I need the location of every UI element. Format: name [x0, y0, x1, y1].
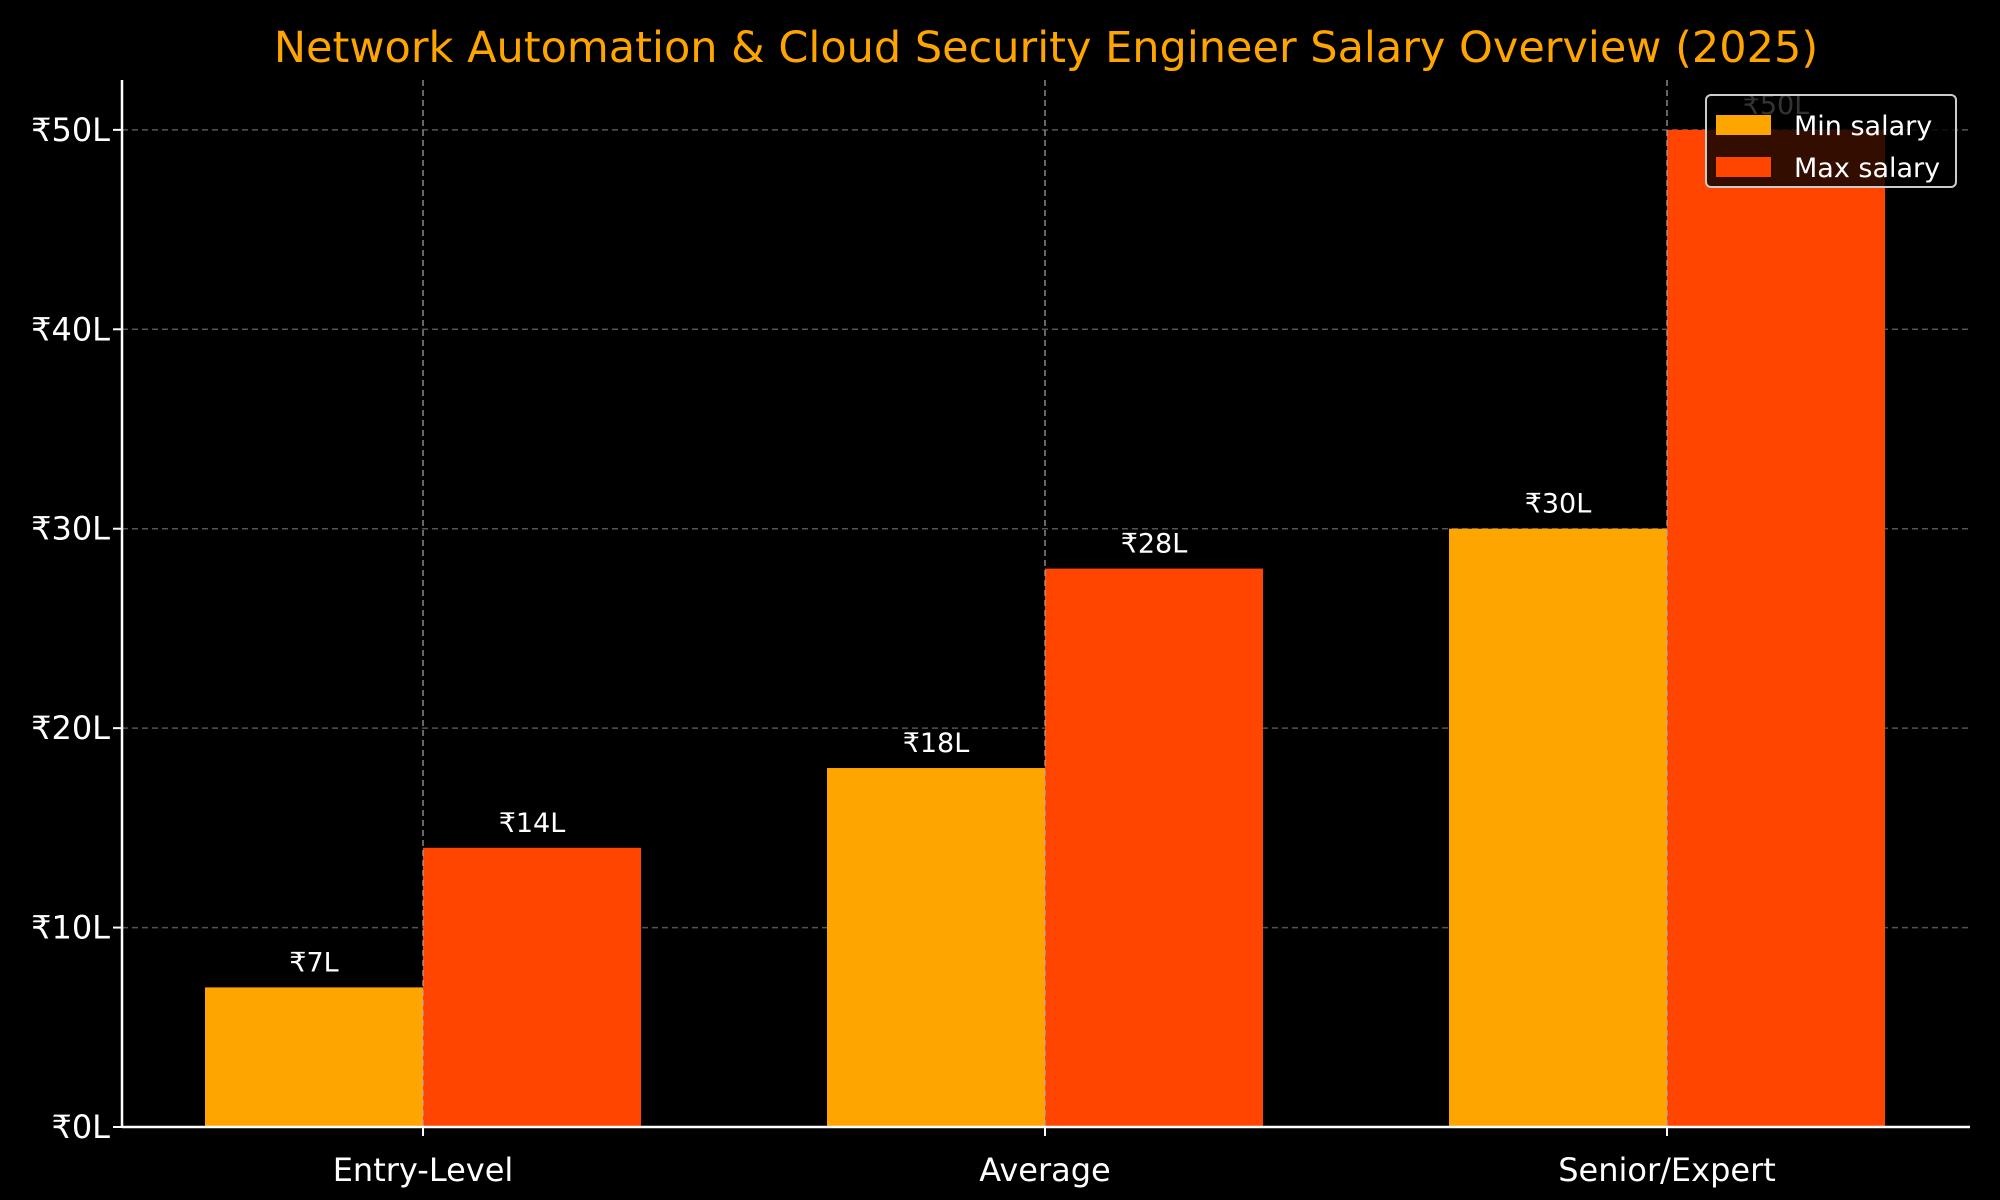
- bar-max-salary: [423, 847, 641, 1127]
- y-tick-label: ₹30L: [31, 510, 110, 548]
- legend-label: Min salary: [1794, 111, 1932, 142]
- bar-min-salary: [205, 987, 423, 1127]
- y-tick-label: ₹10L: [31, 909, 110, 947]
- legend-swatch-max-salary: [1716, 157, 1771, 177]
- y-tick-label: ₹0L: [51, 1108, 110, 1146]
- bar-min-salary: [827, 768, 1045, 1127]
- bars: [205, 129, 1885, 1127]
- chart-title: Network Automation & Cloud Security Engi…: [274, 23, 1818, 73]
- x-tick-label: Senior/Expert: [1558, 1151, 1776, 1189]
- legend: Min salary Max salary: [1705, 94, 1957, 188]
- legend-swatch-min-salary: [1716, 115, 1771, 135]
- data-label: ₹28L: [1121, 529, 1188, 560]
- y-tick-label: ₹50L: [31, 111, 110, 149]
- bar-max-salary: [1667, 129, 1885, 1127]
- axes: ₹0L ₹10L ₹20L ₹30L ₹40L ₹50L Entry-Level Averag…: [31, 80, 1970, 1189]
- data-label: ₹18L: [903, 728, 970, 759]
- data-label: ₹14L: [499, 808, 566, 839]
- vertical-grid: [422, 80, 1668, 1127]
- data-label: ₹30L: [1525, 489, 1592, 520]
- y-tick-label: ₹20L: [31, 709, 110, 747]
- x-tick-label: Entry-Level: [333, 1151, 514, 1189]
- bar-max-salary: [1045, 568, 1263, 1127]
- y-tick-label: ₹40L: [31, 310, 110, 348]
- x-tick-label: Average: [979, 1151, 1110, 1189]
- data-label: ₹7L: [289, 947, 338, 978]
- bar-min-salary: [1449, 528, 1667, 1127]
- legend-label: Max salary: [1794, 153, 1940, 184]
